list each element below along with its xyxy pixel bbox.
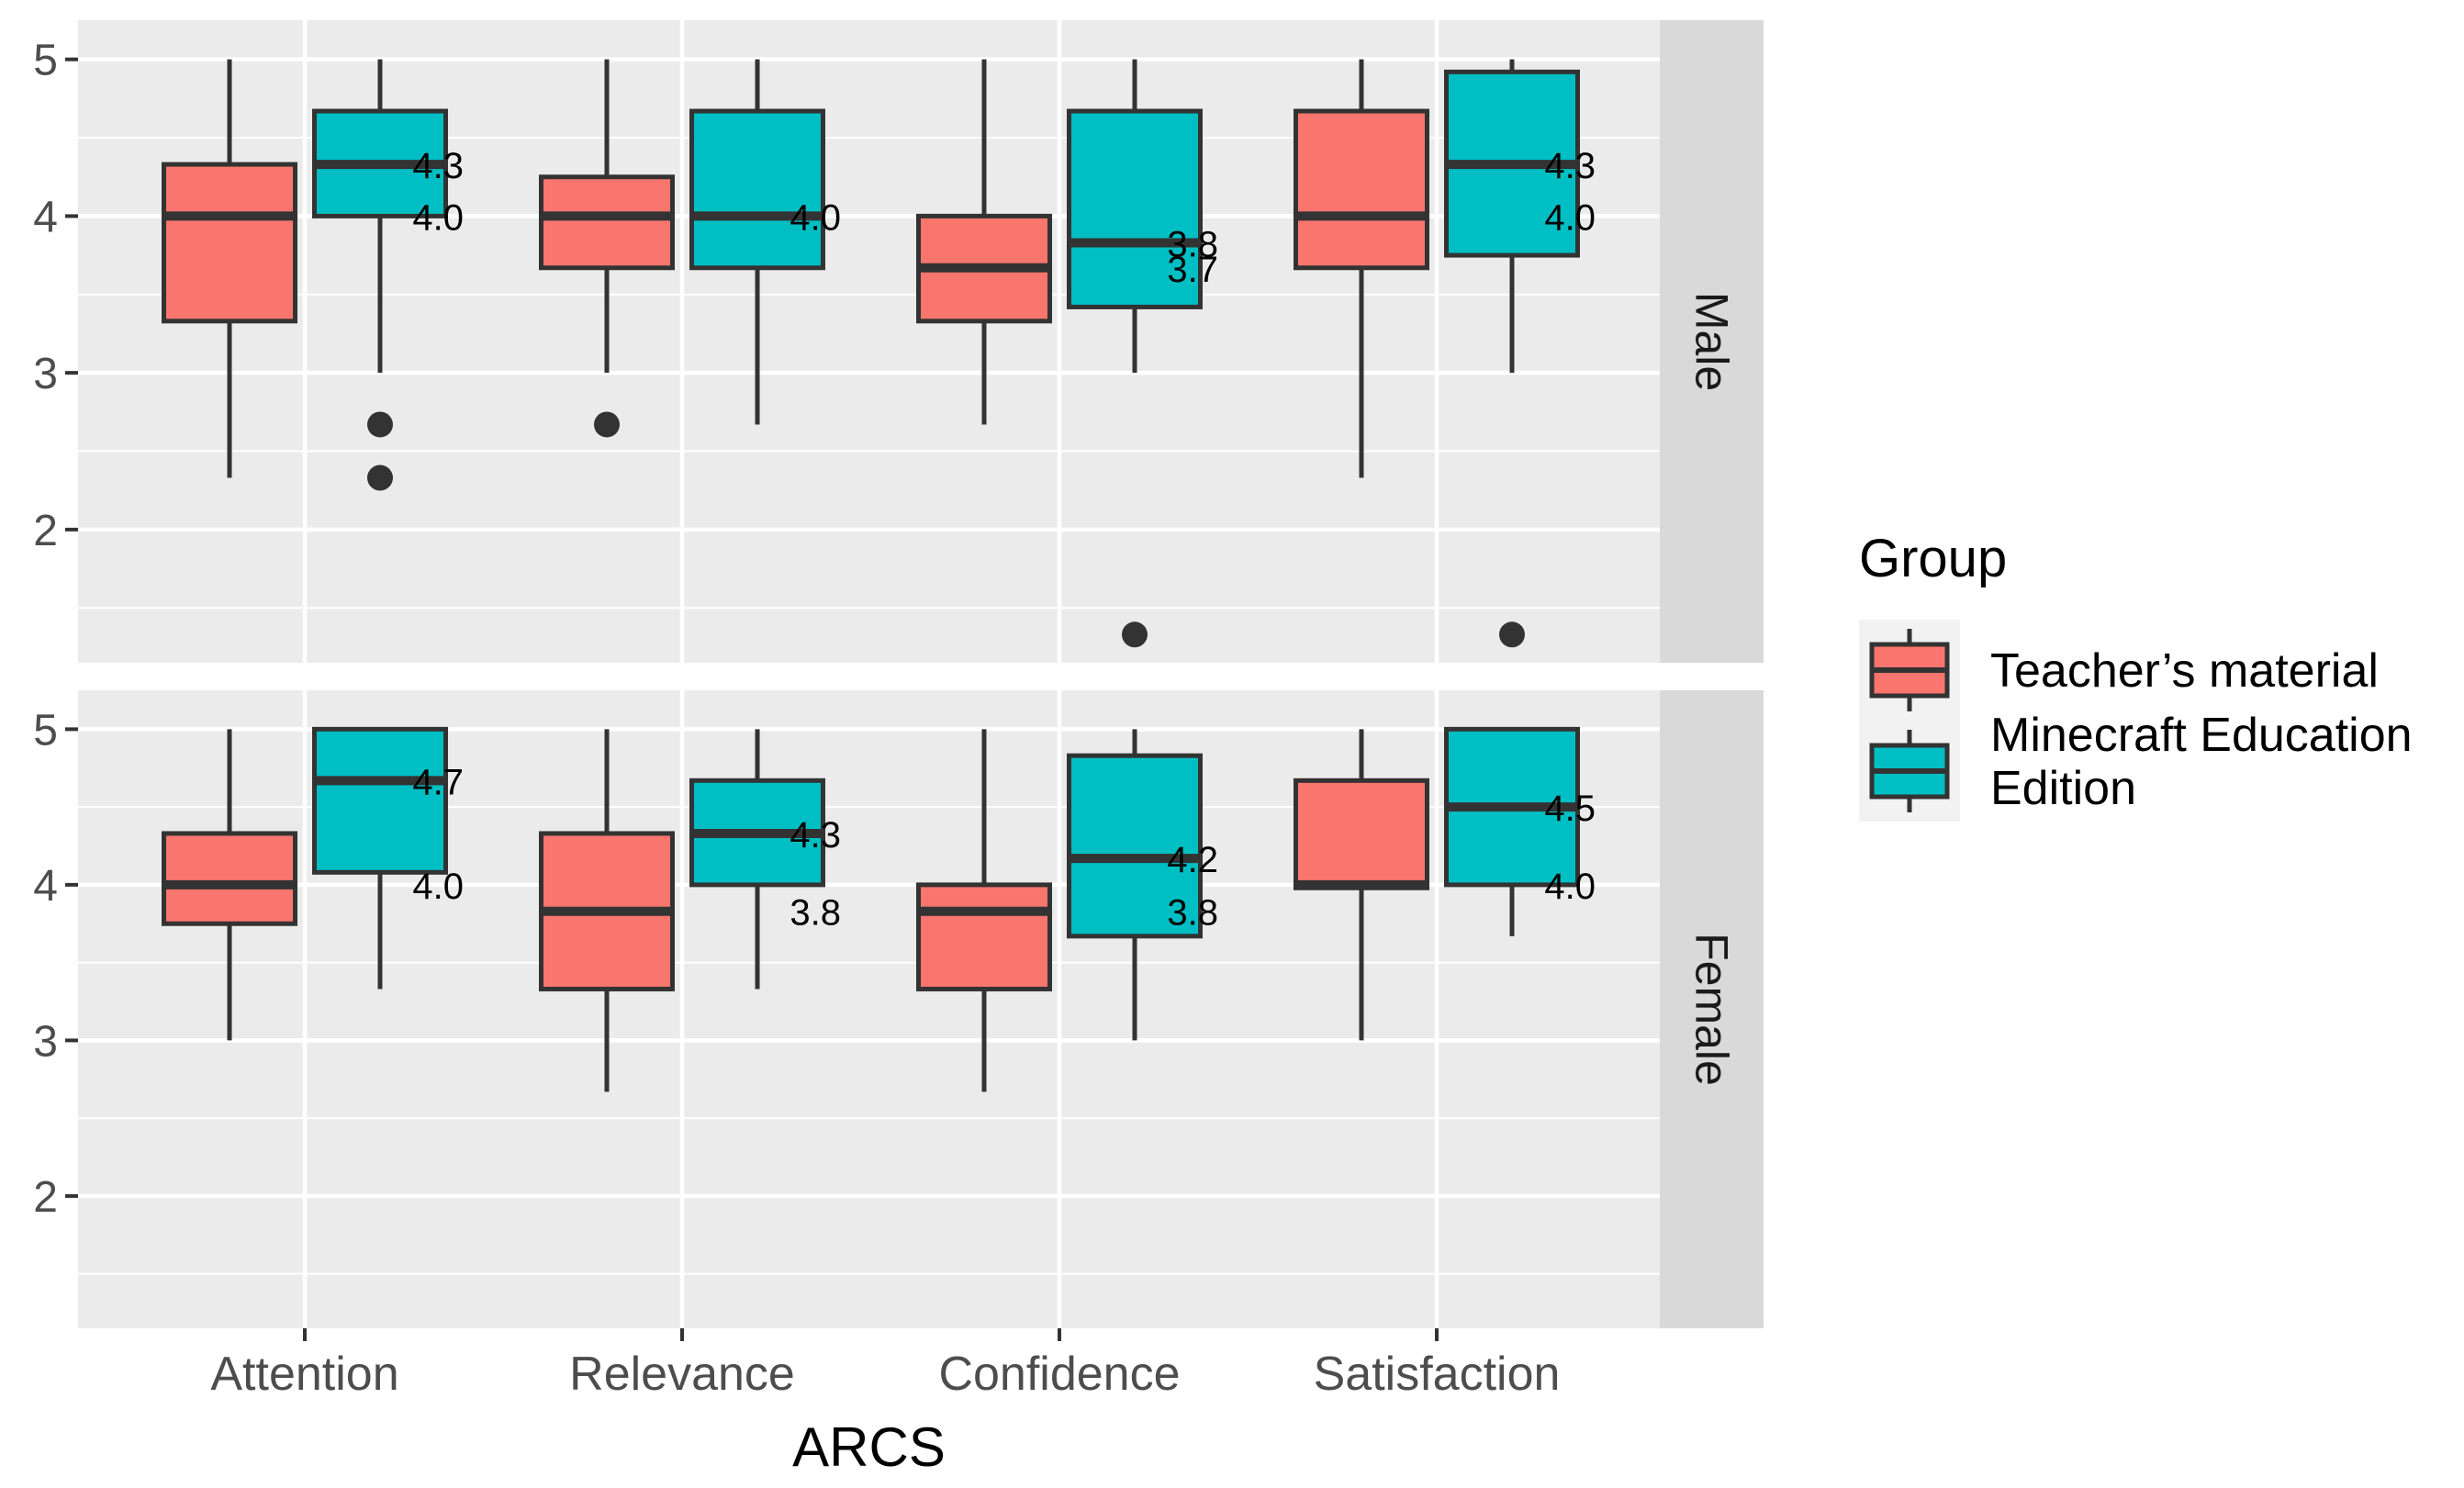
box-iqr [1294, 778, 1429, 890]
box-iqr [689, 108, 825, 271]
x-tick-label: Relevance [569, 1348, 795, 1401]
x-tick-label: Confidence [938, 1348, 1180, 1401]
median-annotation: 4.0 [790, 197, 841, 238]
y-tick-label: 2 [33, 1173, 58, 1222]
box-relevance-teacher [539, 729, 675, 1092]
median-annotation: 4.5 [1544, 789, 1596, 829]
outlier-point [1122, 621, 1148, 648]
box-satisfaction-teacher [1294, 729, 1429, 1041]
y-tick-label: 3 [33, 1017, 58, 1066]
panel-female: 2 3 4 5 4.7 4.0 4.3 3.8 4.2 3.8 4.5 4.0 Female [33, 690, 1764, 1328]
box-confidence-minecraft [1067, 59, 1203, 648]
y-tick-label: 2 [33, 507, 58, 555]
strip-background [1660, 690, 1764, 1328]
box-iqr [539, 174, 675, 271]
legend-label-line: Minecraft Education [1990, 709, 2413, 762]
box-relevance-minecraft [689, 729, 825, 990]
median-annotation: 4.3 [1544, 146, 1596, 186]
strip-label-female: Female [1686, 933, 1738, 1086]
median-annotation: 4.3 [790, 815, 841, 856]
box-relevance-teacher [539, 59, 675, 438]
outlier-point [367, 464, 393, 491]
box-confidence-teacher [916, 729, 1052, 1092]
median-annotation: 3.8 [1167, 893, 1218, 934]
strip-background [1660, 20, 1764, 663]
median-annotation: 4.7 [412, 762, 464, 802]
box-iqr [162, 162, 297, 324]
y-tick-label: 4 [33, 193, 58, 241]
box-iqr [162, 831, 297, 926]
box-iqr [1067, 108, 1203, 309]
strip-label-male: Male [1686, 292, 1738, 391]
median-annotation: 4.3 [412, 146, 464, 186]
median-annotation: 3.8 [1167, 224, 1218, 264]
y-tick-label: 5 [33, 706, 58, 755]
median-annotation: 3.7 [1167, 250, 1218, 290]
x-axis: Attention Relevance Confidence Satisfaction [210, 1328, 1560, 1401]
box-attention-minecraft [312, 726, 448, 990]
box-satisfaction-minecraft [1444, 59, 1580, 648]
outlier-point [1499, 621, 1525, 648]
box-satisfaction-minecraft [1444, 726, 1580, 936]
box-iqr [1294, 108, 1429, 271]
y-tick-label: 4 [33, 862, 58, 911]
legend-label: Teacher’s material [1990, 644, 2379, 698]
legend-title: Group [1859, 529, 2007, 588]
legend-entry-minecraft: Minecraft Education Edition [1859, 709, 2413, 822]
median-annotation: 4.0 [412, 197, 464, 238]
box-confidence-teacher [916, 59, 1052, 425]
box-satisfaction-teacher [1294, 59, 1429, 478]
legend-label-line: Edition [1990, 762, 2136, 815]
box-relevance-minecraft [689, 59, 825, 425]
box-iqr [916, 882, 1052, 991]
median-annotation: 4.0 [412, 867, 464, 907]
legend-entry-teacher: Teacher’s material [1859, 620, 2379, 721]
median-annotation: 4.2 [1167, 840, 1218, 880]
median-annotation: 4.0 [1544, 867, 1596, 907]
outlier-point [367, 411, 393, 438]
median-annotation: 3.8 [790, 893, 841, 934]
y-tick-label: 5 [33, 37, 58, 85]
outlier-point [594, 411, 620, 438]
x-axis-title: ARCS [792, 1416, 946, 1478]
x-tick-label: Satisfaction [1314, 1348, 1561, 1401]
median-annotation: 4.0 [1544, 197, 1596, 238]
y-tick-label: 3 [33, 350, 58, 398]
legend: Group Teacher’s material Minecraft Educat… [1859, 529, 2413, 822]
box-confidence-minecraft [1067, 729, 1203, 1041]
box-attention-teacher [162, 729, 297, 1041]
box-attention-minecraft [312, 59, 448, 491]
box-attention-teacher [162, 59, 297, 478]
x-tick-label: Attention [210, 1348, 398, 1401]
box-iqr [312, 726, 448, 875]
box-iqr [1067, 753, 1203, 939]
panel-male: 2 3 4 5 4.3 4.0 4.0 3.83.7 4.3 4.0 Male [33, 20, 1764, 663]
